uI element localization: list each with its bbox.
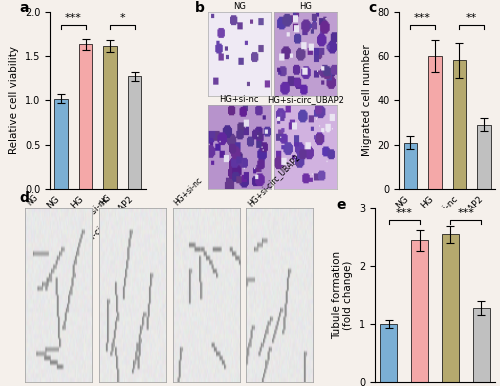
Text: ***: *** [396, 208, 412, 218]
Title: HG+si-nc: HG+si-nc [220, 95, 259, 104]
Bar [428, 56, 442, 189]
Text: ***: *** [414, 13, 431, 23]
Bar [472, 308, 490, 382]
Text: e: e [336, 198, 346, 212]
Text: NG: NG [25, 193, 40, 208]
Bar [104, 46, 117, 189]
Text: ***: *** [457, 208, 474, 218]
Text: d: d [19, 191, 29, 205]
Text: c: c [368, 1, 377, 15]
Title: NG: NG [233, 2, 245, 11]
Bar [411, 240, 428, 382]
Title: HG+si-circ_UBAP2: HG+si-circ_UBAP2 [268, 95, 344, 104]
Text: b: b [195, 1, 205, 15]
Bar [54, 98, 68, 189]
Text: *: * [120, 13, 125, 23]
Bar [128, 76, 141, 189]
Bar [404, 142, 417, 189]
Bar [380, 324, 397, 382]
Bar [452, 60, 466, 189]
Y-axis label: Tubule formation
(fold change): Tubule formation (fold change) [332, 251, 353, 339]
Text: HG+si-circ_UBAP2: HG+si-circ_UBAP2 [246, 152, 302, 208]
Text: a: a [20, 1, 29, 15]
Text: **: ** [466, 13, 477, 23]
Text: HG: HG [99, 193, 114, 208]
Text: ***: *** [65, 13, 82, 23]
Title: HG: HG [300, 2, 312, 11]
Bar [79, 44, 92, 189]
Y-axis label: Relative cell viability: Relative cell viability [10, 46, 20, 154]
Y-axis label: Migrated cell number: Migrated cell number [362, 44, 372, 156]
Bar [477, 125, 490, 189]
Bar [442, 234, 459, 382]
Text: HG+si-nc: HG+si-nc [172, 176, 204, 208]
